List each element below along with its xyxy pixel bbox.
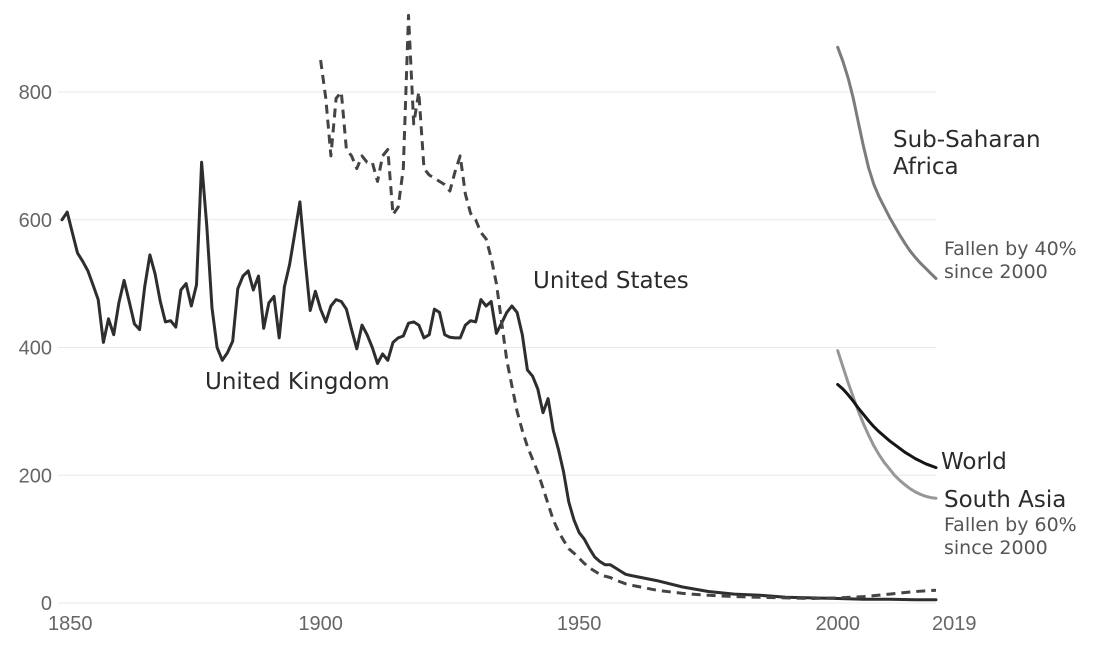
gridlines: [58, 91, 936, 604]
series-label: South Asia: [944, 487, 1066, 513]
series-label: Africa: [893, 154, 959, 180]
y-tick-label: 800: [19, 82, 52, 104]
y-axis-tick-labels: 0 200 400 600 800: [19, 82, 52, 615]
series-line-south-asia: [836, 349, 938, 500]
series-labels: United Kingdom United States Sub-SaharanAf…: [205, 127, 1066, 513]
annotation-text: Fallen by 40%: [944, 238, 1077, 260]
series-label: United Kingdom: [205, 369, 390, 395]
series-label: World: [941, 449, 1007, 475]
y-tick-label: 0: [41, 593, 52, 615]
x-tick-label: 1850: [48, 613, 93, 635]
y-tick-label: 400: [19, 338, 52, 360]
series-lines: [60, 13, 938, 602]
series-line-united-kingdom: [60, 160, 938, 602]
x-tick-label: 1900: [298, 613, 343, 635]
x-tick-label: 2000: [815, 613, 860, 635]
x-tick-label: 2019: [932, 613, 977, 635]
annotation-text: since 2000: [944, 537, 1048, 559]
x-axis-tick-labels: 1850 1900 1950 2000 2019: [48, 613, 977, 635]
x-tick-label: 1950: [557, 613, 602, 635]
y-tick-label: 600: [19, 210, 52, 232]
series-line-united-states: [319, 13, 937, 600]
series-line-world: [836, 383, 938, 470]
series-label: Sub-Saharan: [893, 127, 1041, 153]
annotation-text: since 2000: [944, 261, 1048, 283]
y-tick-label: 200: [19, 465, 52, 487]
series-label: United States: [533, 268, 689, 294]
series-line-sub-saharan-africa: [836, 45, 938, 280]
annotation-text: Fallen by 60%: [944, 514, 1077, 536]
